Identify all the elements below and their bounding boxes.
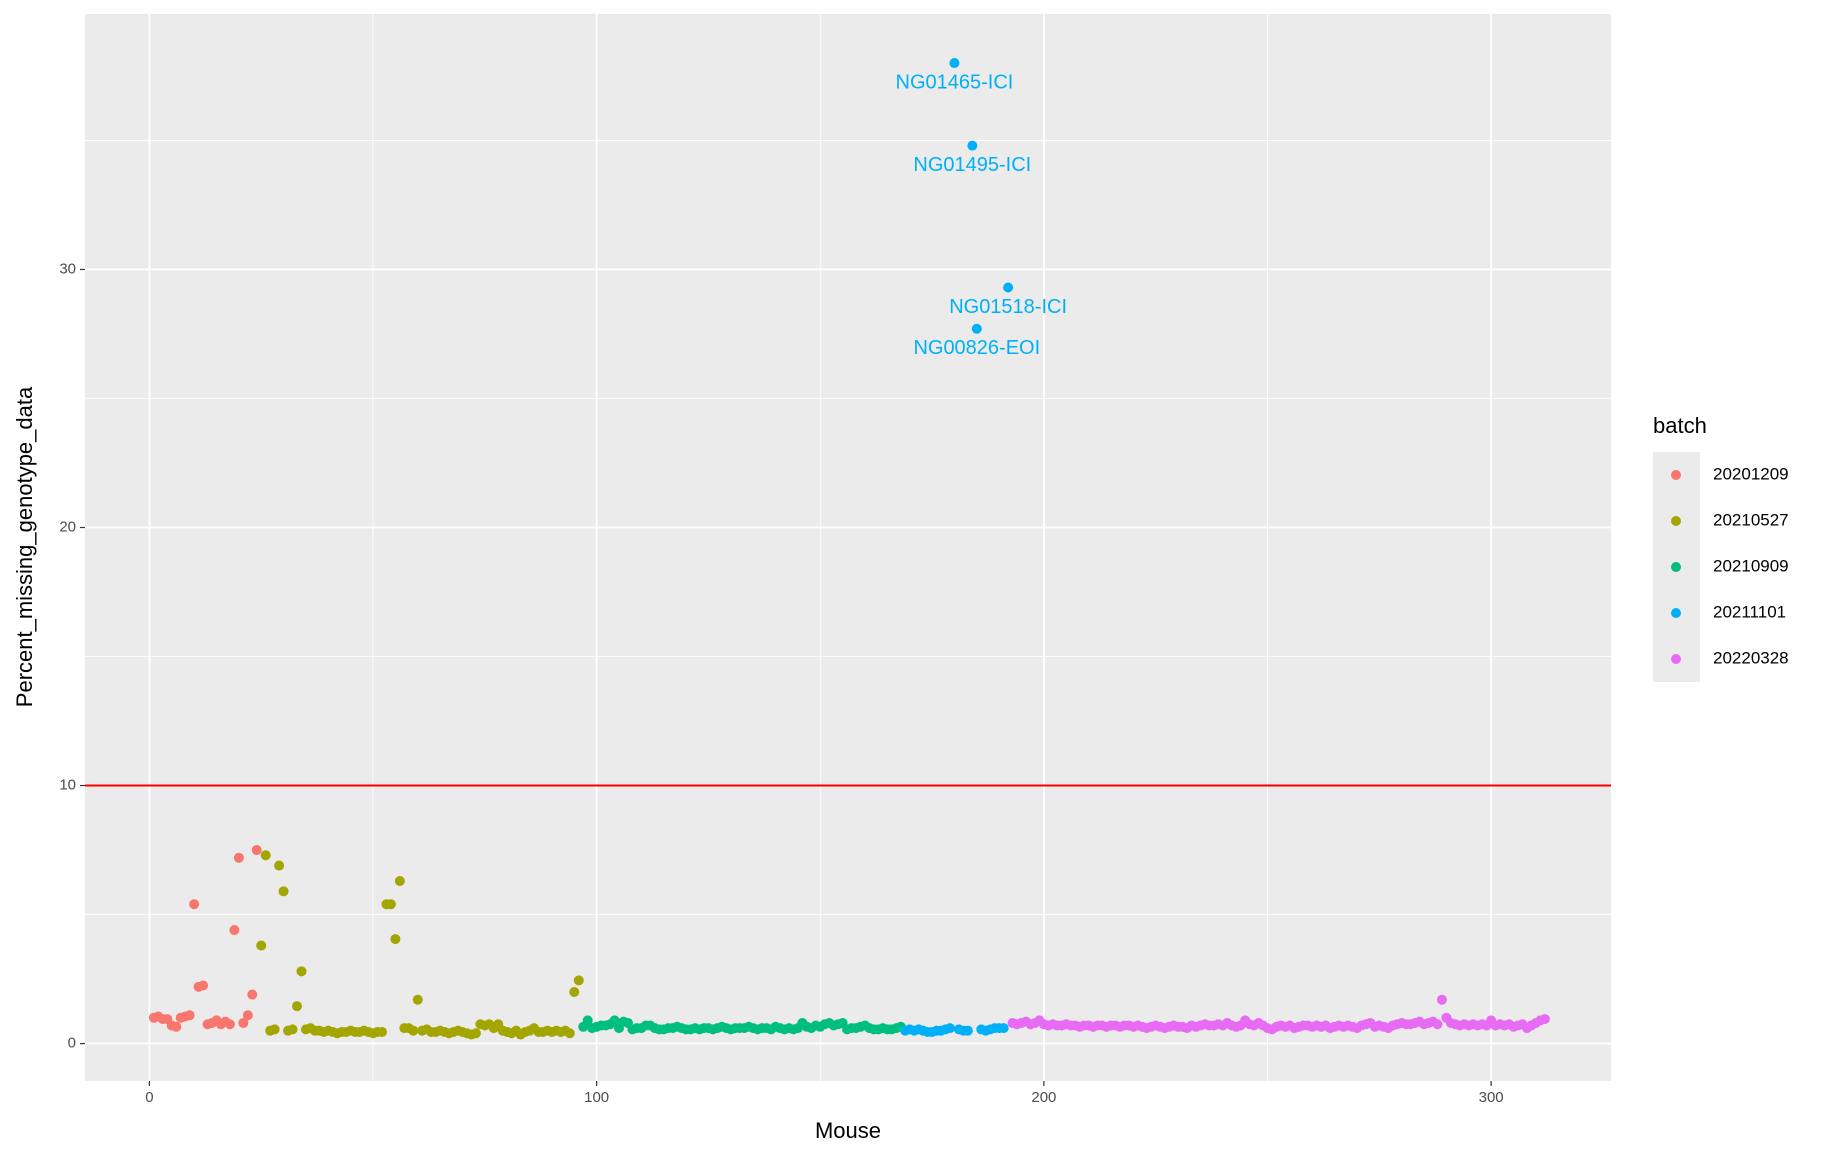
data-point	[394, 876, 405, 887]
legend-key	[1671, 654, 1681, 664]
data-point	[260, 850, 271, 861]
data-point	[376, 1026, 387, 1037]
plot-panel	[85, 14, 1611, 1081]
data-point	[967, 140, 978, 151]
y-tick-label: 0	[68, 1035, 76, 1052]
data-point	[269, 1024, 280, 1035]
data-point	[944, 1023, 955, 1034]
data-point	[247, 989, 258, 1000]
data-point	[291, 1001, 302, 1012]
data-point	[184, 1010, 195, 1021]
data-point	[296, 966, 307, 977]
data-point	[412, 994, 423, 1005]
point-label: NG01465-ICI	[896, 71, 1014, 93]
data-point	[971, 323, 982, 334]
data-point	[278, 886, 289, 897]
data-point	[408, 1025, 419, 1036]
data-point	[1003, 282, 1014, 293]
x-axis-title: Mouse	[815, 1118, 881, 1143]
legend-key	[1671, 562, 1681, 572]
data-point	[569, 986, 580, 997]
data-point	[1432, 1019, 1443, 1030]
data-point	[274, 860, 285, 871]
y-axis-title: Percent_missing_genotype_data	[12, 386, 37, 707]
data-point	[251, 845, 262, 856]
legend-label: 20220328	[1713, 648, 1789, 667]
data-point	[998, 1023, 1009, 1034]
data-point	[582, 1015, 593, 1026]
x-tick-label: 100	[584, 1089, 609, 1106]
data-point	[171, 1021, 182, 1032]
data-point	[609, 1015, 620, 1026]
y-tick-label: 10	[59, 777, 76, 794]
data-point	[470, 1028, 481, 1039]
data-point	[198, 980, 209, 991]
legend-key	[1671, 516, 1681, 526]
y-tick-label: 30	[59, 260, 76, 277]
data-point	[390, 934, 401, 945]
data-point	[233, 852, 244, 863]
data-point	[287, 1024, 298, 1035]
data-point	[256, 940, 267, 951]
legend-label: 20210527	[1713, 510, 1789, 529]
data-point	[385, 899, 396, 910]
legend-label: 20211101	[1713, 602, 1786, 621]
y-tick-label: 20	[59, 518, 76, 535]
data-point	[1539, 1014, 1550, 1025]
data-point	[962, 1025, 973, 1036]
data-point	[242, 1010, 253, 1021]
legend-key	[1671, 470, 1681, 480]
data-point	[949, 58, 960, 69]
data-point	[224, 1019, 235, 1030]
point-label: NG00826-EOI	[913, 337, 1040, 359]
data-point	[229, 925, 240, 936]
point-label: NG01518-ICI	[949, 296, 1067, 318]
data-point	[573, 975, 584, 986]
legend-key	[1671, 608, 1681, 618]
data-point	[1436, 994, 1447, 1005]
x-tick-label: 300	[1479, 1089, 1504, 1106]
data-point	[189, 899, 200, 910]
legend-label: 20201209	[1713, 464, 1789, 483]
data-point	[564, 1028, 575, 1039]
legend-title: batch	[1653, 413, 1707, 438]
x-tick-label: 0	[145, 1089, 153, 1106]
x-tick-label: 200	[1031, 1089, 1056, 1106]
legend-label: 20210909	[1713, 556, 1789, 575]
data-point	[238, 1017, 249, 1028]
point-label: NG01495-ICI	[913, 154, 1031, 176]
